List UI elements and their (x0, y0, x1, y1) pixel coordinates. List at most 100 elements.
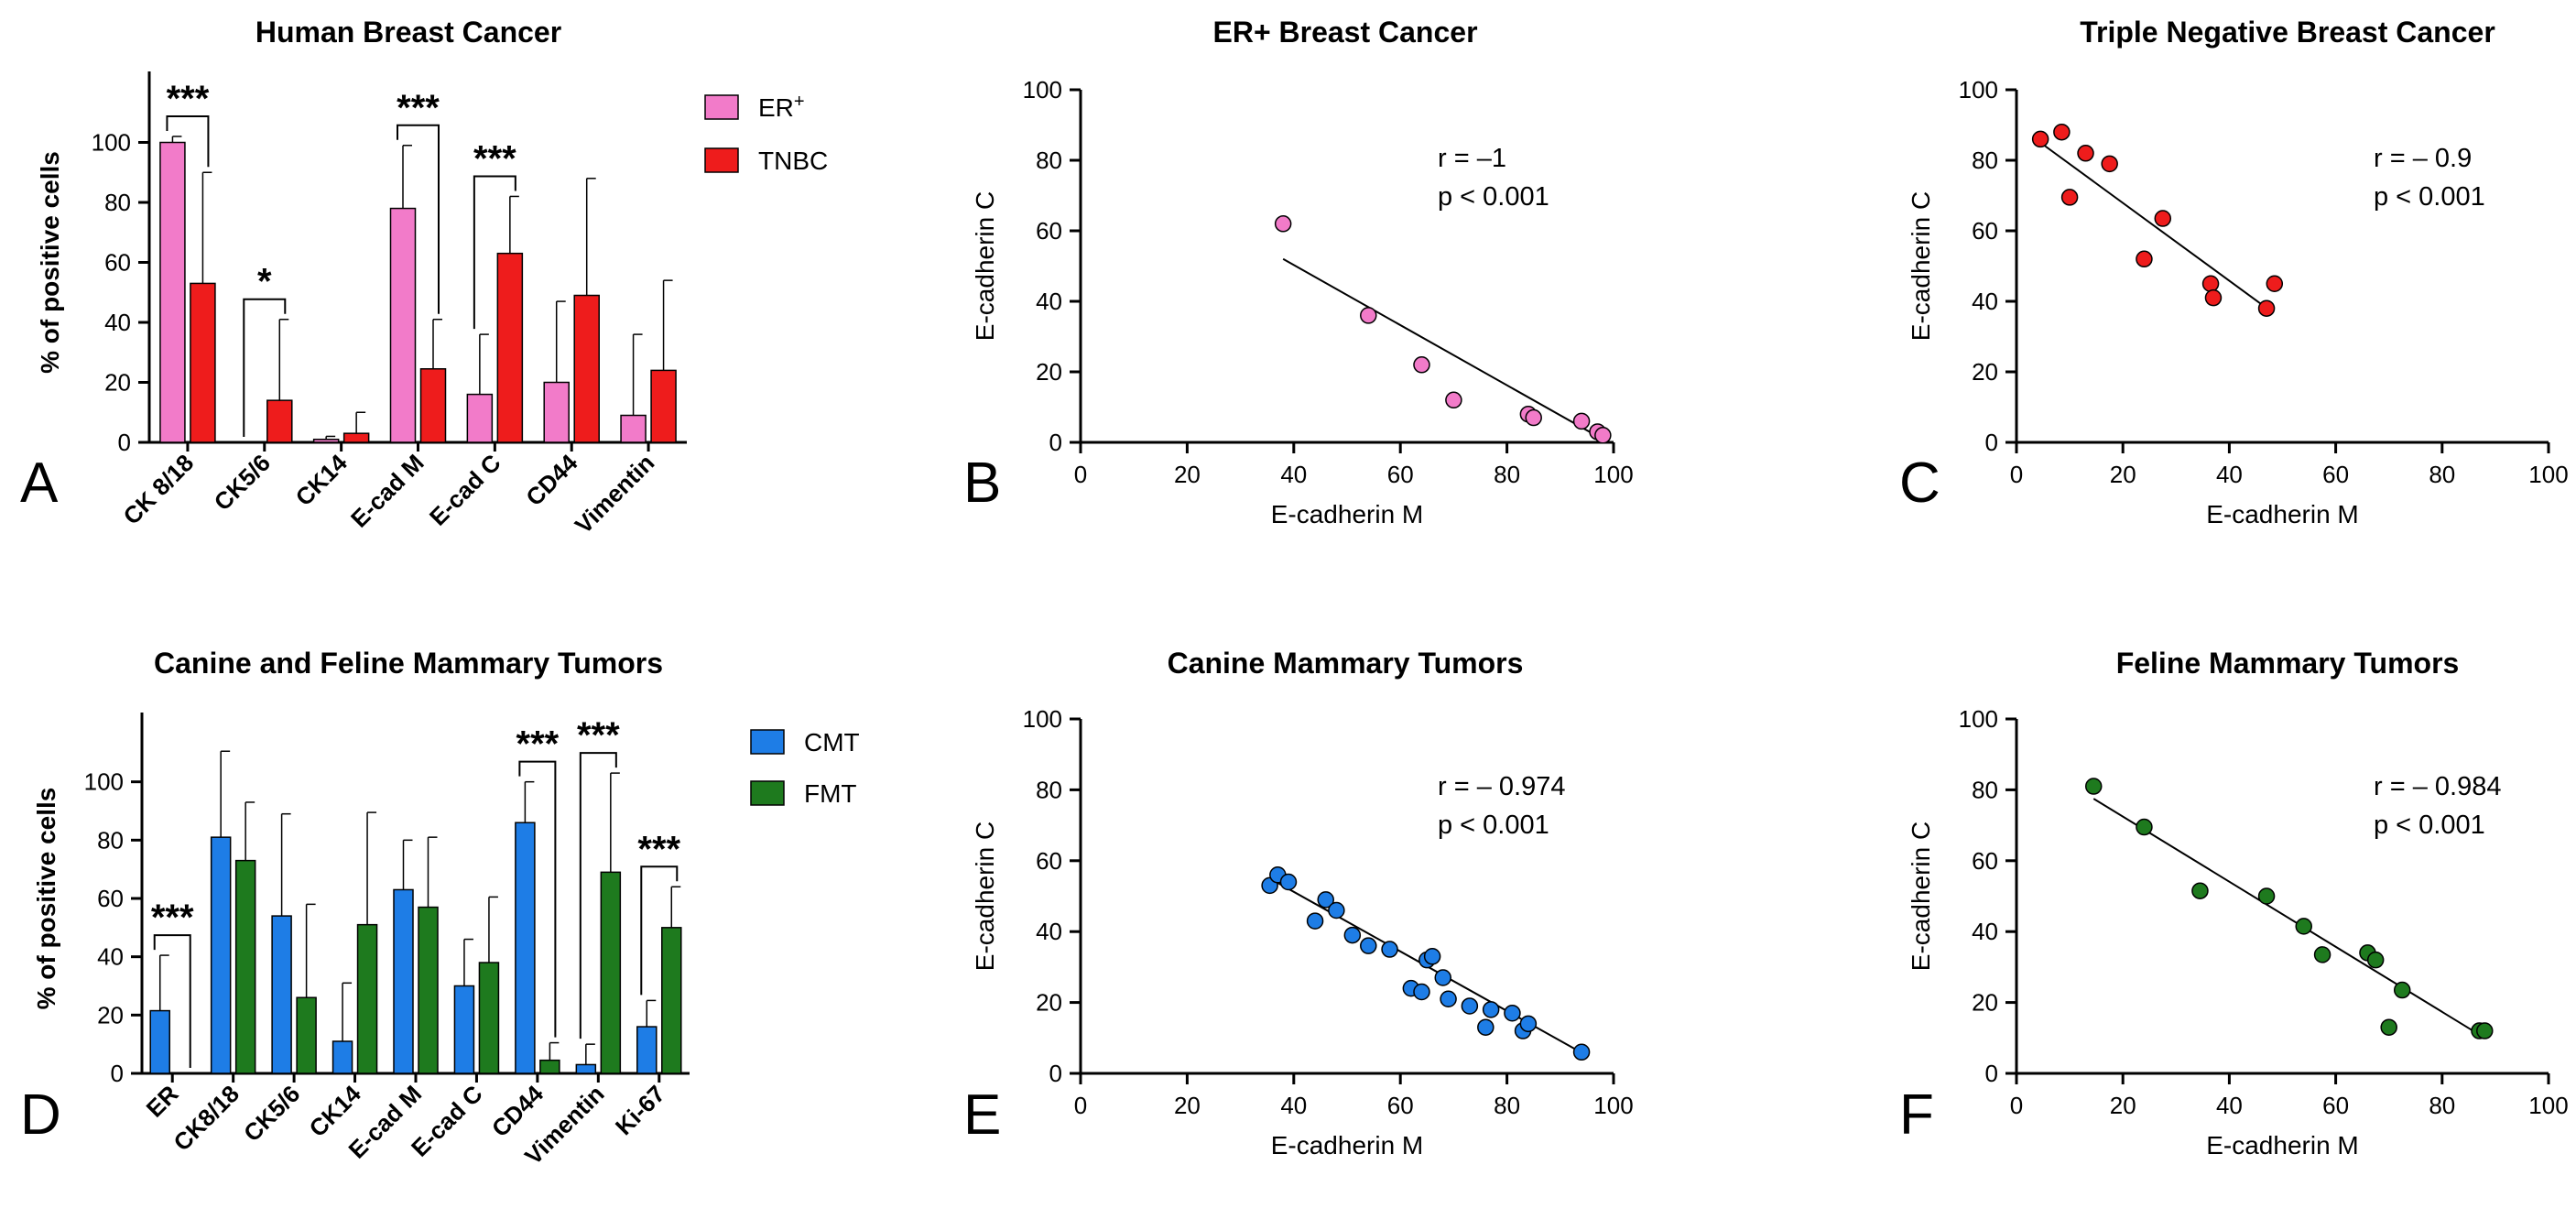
y-tick-label: 80 (104, 189, 131, 216)
data-point (2295, 918, 2312, 935)
y-tick-label: 60 (1036, 217, 1062, 245)
y-axis-label: E-cadherin C (971, 822, 999, 971)
y-tick-label: 20 (1036, 989, 1062, 1017)
panel-c: Triple Negative Breast Cancer C 0 20 40 60 80 1… (1899, 16, 2569, 528)
y-tick-label: 80 (1036, 147, 1062, 174)
data-point (2366, 951, 2385, 969)
y-tick-label: 100 (1959, 705, 1998, 733)
panel-letter: E (963, 1083, 1001, 1147)
panel-d: Canine and Feline Mammary Tumors D 0 20 40 60… (20, 647, 860, 1170)
x-tick-label: 0 (1074, 461, 1087, 488)
bar-tnbc (266, 399, 293, 443)
y-axis-label: E-cadherin C (1907, 822, 1935, 971)
y-tick-label: 60 (1036, 847, 1062, 875)
significance-marker: * (257, 262, 272, 302)
data-point (1504, 1004, 1521, 1022)
x-tick-label: CK5/6 (209, 449, 276, 516)
stat-p: p < 0.001 (1438, 182, 1549, 212)
bar-fmt (234, 859, 256, 1074)
y-tick-label: 40 (104, 309, 131, 336)
y-tick-label: 80 (1972, 776, 1998, 803)
legend-swatch (704, 147, 739, 173)
bar-tnbc (419, 368, 447, 443)
legend-label: CMT (804, 728, 860, 756)
significance-marker: *** (397, 88, 440, 128)
bar-tnbc (573, 294, 600, 443)
significance-bracket (166, 114, 210, 168)
legend-swatch (750, 780, 785, 806)
y-tick-label: 40 (1036, 918, 1062, 945)
data-point (2201, 275, 2220, 292)
regression-line (1282, 257, 1609, 443)
significance-bracket (640, 865, 679, 996)
x-tick-label: 20 (1174, 1092, 1201, 1119)
stat-r: r = –1 (1438, 144, 1506, 173)
significance-bracket (397, 124, 440, 314)
chart-title: Triple Negative Breast Cancer (2080, 16, 2495, 49)
x-tick-label: 80 (2429, 461, 2455, 488)
x-tick-label: 60 (1387, 461, 1414, 488)
legend-swatch (704, 94, 739, 120)
bar-fmt (600, 871, 622, 1074)
data-point (1413, 356, 1430, 374)
data-point (1572, 412, 1591, 430)
data-point (2077, 145, 2094, 162)
data-point (2204, 288, 2223, 307)
bar-erpos (620, 414, 647, 443)
bar-cmt (636, 1026, 658, 1074)
bar-erpos (466, 393, 494, 443)
bar-fmt (356, 923, 378, 1074)
x-axis-label: E-cadherin M (2206, 500, 2359, 528)
x-tick-label: 100 (1593, 1092, 1633, 1119)
data-point (1525, 408, 1542, 427)
data-point (1440, 990, 1457, 1007)
y-tick-label: 20 (1972, 989, 1998, 1017)
x-tick-label: 100 (2528, 1092, 2568, 1119)
significance-marker: *** (637, 829, 680, 869)
data-point (2380, 1018, 2397, 1036)
data-point (1306, 912, 1324, 930)
x-tick-label: E-cad M (345, 449, 429, 533)
significance-bracket (473, 175, 516, 330)
x-tick-label: 100 (1593, 461, 1633, 488)
stat-r: r = – 0.974 (1438, 772, 1565, 801)
bar-erpos (312, 438, 340, 443)
data-point (1360, 937, 1377, 954)
data-point (2266, 275, 2284, 292)
chart-title: Human Breast Cancer (255, 16, 561, 49)
x-tick-label: 60 (2322, 1092, 2349, 1119)
data-point (2476, 1022, 2494, 1039)
y-tick-label: 40 (1972, 918, 1998, 945)
x-tick-label: CK8/18 (168, 1080, 245, 1157)
y-tick-label: 20 (1036, 358, 1062, 386)
y-axis-label: % of positive cells (32, 788, 60, 1010)
data-point (1343, 926, 1362, 944)
significance-bracket (579, 752, 617, 1039)
data-point (2136, 250, 2153, 268)
y-tick-label: 100 (1023, 705, 1062, 733)
panel-e: Canine Mammary Tumors E 0 20 40 60 80 100 E-cadh… (963, 647, 1634, 1159)
x-tick-label: CK 8/18 (118, 449, 200, 530)
x-tick-label: Vimentin (570, 449, 660, 539)
y-tick-label: 80 (1972, 147, 1998, 174)
x-axis-label: E-cadherin M (2206, 1131, 2359, 1159)
y-tick-label: 0 (1049, 1060, 1062, 1087)
stat-r: r = – 0.984 (2374, 772, 2501, 801)
significance-marker: *** (473, 138, 516, 179)
data-point (1461, 997, 1479, 1015)
legend-label-main: CMT (804, 728, 860, 756)
data-point (2191, 882, 2209, 899)
data-point (2053, 123, 2071, 141)
legend-label-superscript: + (794, 92, 805, 112)
panel-letter: C (1899, 452, 1940, 515)
bar-erpos (389, 207, 417, 443)
legend-label-main: FMT (804, 779, 857, 808)
x-tick-label: 0 (2010, 1092, 2023, 1119)
bar-tnbc (342, 432, 370, 443)
y-tick-label: 80 (1036, 776, 1062, 803)
stat-p: p < 0.001 (2374, 182, 2485, 212)
x-tick-label: 40 (2216, 1092, 2243, 1119)
y-tick-label: 100 (84, 768, 124, 796)
panel-f: Feline Mammary Tumors F 0 20 40 60 80 100 E-cadh… (1899, 647, 2569, 1159)
y-tick-label: 60 (104, 249, 131, 277)
